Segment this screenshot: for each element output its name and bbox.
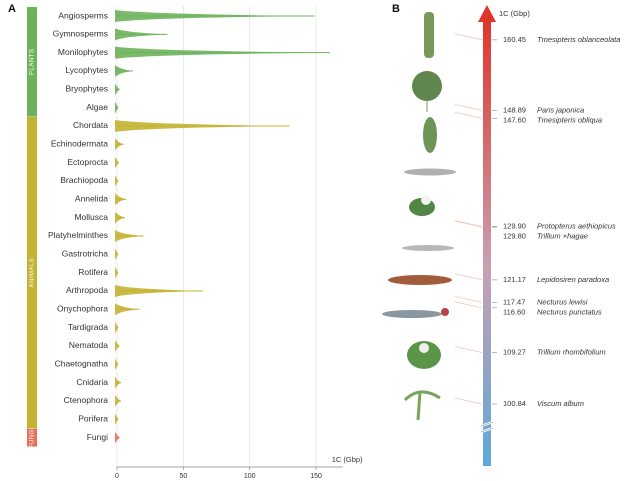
panel-label: A	[8, 3, 16, 15]
category-label: Ectoprocta	[67, 157, 108, 167]
violin	[115, 174, 119, 187]
value-label: 121.17	[503, 275, 526, 284]
value-label: 109.27	[503, 348, 526, 357]
violin	[115, 248, 119, 261]
species-label: Necturus punctatus	[537, 307, 602, 316]
species-label: Lepidosiren paradoxa	[537, 275, 609, 284]
image-leader	[454, 220, 483, 227]
value-label: 129.80	[503, 231, 526, 240]
category-label: Onychophora	[57, 304, 108, 314]
violin	[115, 266, 119, 279]
illustrations	[382, 12, 456, 421]
image-leader	[454, 104, 483, 111]
species-label: Trillium ×hagae	[537, 231, 588, 240]
image-leader	[454, 397, 483, 405]
species-label: Tmesipteris oblanceolata	[537, 35, 620, 44]
image-leader	[454, 296, 483, 303]
x-tick-label: 50	[179, 473, 187, 480]
value-label: 160.45	[503, 35, 526, 44]
category-label: Lycophytes	[65, 65, 108, 75]
group-label: ANIMALS	[30, 258, 36, 288]
category-label: Gymnosperms	[53, 29, 108, 39]
category-label: Arthropoda	[66, 285, 108, 295]
species-label: Tmesipteris obliqua	[537, 115, 602, 124]
category-label: Bryophytes	[65, 84, 108, 94]
category-label: Monilophytes	[58, 47, 108, 57]
image-leader	[454, 301, 483, 309]
species-label: Trillium rhombifolium	[537, 348, 606, 357]
group-bar	[27, 428, 37, 447]
category-label: Ctenophora	[64, 395, 109, 405]
image-leader	[454, 33, 483, 41]
species-label: Necturus lewisi	[537, 297, 588, 306]
axis-break-edge	[480, 421, 494, 433]
category-label: Nematoda	[69, 340, 108, 350]
category-label: Chordata	[73, 120, 108, 130]
category-label: Fungi	[87, 432, 108, 442]
value-label: 116.60	[503, 307, 525, 316]
axis-label: 1C (Gbp)	[499, 9, 530, 18]
scale-arrow	[483, 20, 491, 466]
category-label: Rotifera	[78, 267, 108, 277]
category-label: Annelida	[75, 194, 108, 204]
x-axis-label: 1C (Gbp)	[332, 455, 363, 464]
category-label: Brachiopoda	[60, 175, 108, 185]
x-tick-label: 100	[244, 473, 256, 480]
image-leader	[454, 112, 483, 119]
violin	[115, 156, 119, 169]
group-label: PLANTS	[30, 49, 36, 75]
species-label: Paris japonica	[537, 105, 584, 114]
violin	[115, 101, 119, 114]
category-label: Algae	[86, 102, 108, 112]
category-label: Angiosperms	[58, 10, 108, 20]
violin	[115, 358, 119, 371]
violin	[115, 321, 119, 334]
value-label: 148.89	[503, 105, 526, 114]
violin	[115, 413, 119, 426]
image-leader	[454, 273, 483, 281]
panel-label: B	[392, 3, 400, 15]
category-label: Cnidaria	[76, 377, 108, 387]
image-leader	[454, 346, 483, 353]
category-label: Mollusca	[74, 212, 108, 222]
category-label: Platyhelminthes	[48, 230, 108, 240]
species-label: Protopterus aethiopicus	[537, 221, 616, 230]
group-bar	[27, 116, 37, 429]
value-label: 117.47	[503, 297, 525, 306]
category-label: Chaetognatha	[55, 359, 109, 369]
x-tick-label: 0	[115, 473, 119, 480]
category-label: Echinodermata	[51, 139, 108, 149]
category-label: Gastrotricha	[62, 249, 109, 259]
category-label: Tardigrada	[68, 322, 108, 332]
value-label: 100.84	[503, 399, 526, 408]
x-tick-label: 150	[310, 473, 322, 480]
group-label: FUNGI	[30, 427, 36, 448]
category-label: Porifera	[78, 414, 108, 424]
value-label: 147.60	[503, 115, 526, 124]
image-leader	[454, 220, 483, 228]
value-label: 129.90	[503, 221, 526, 230]
species-label: Viscum album	[537, 399, 584, 408]
group-bar	[27, 7, 37, 117]
arrow-head	[478, 5, 496, 22]
